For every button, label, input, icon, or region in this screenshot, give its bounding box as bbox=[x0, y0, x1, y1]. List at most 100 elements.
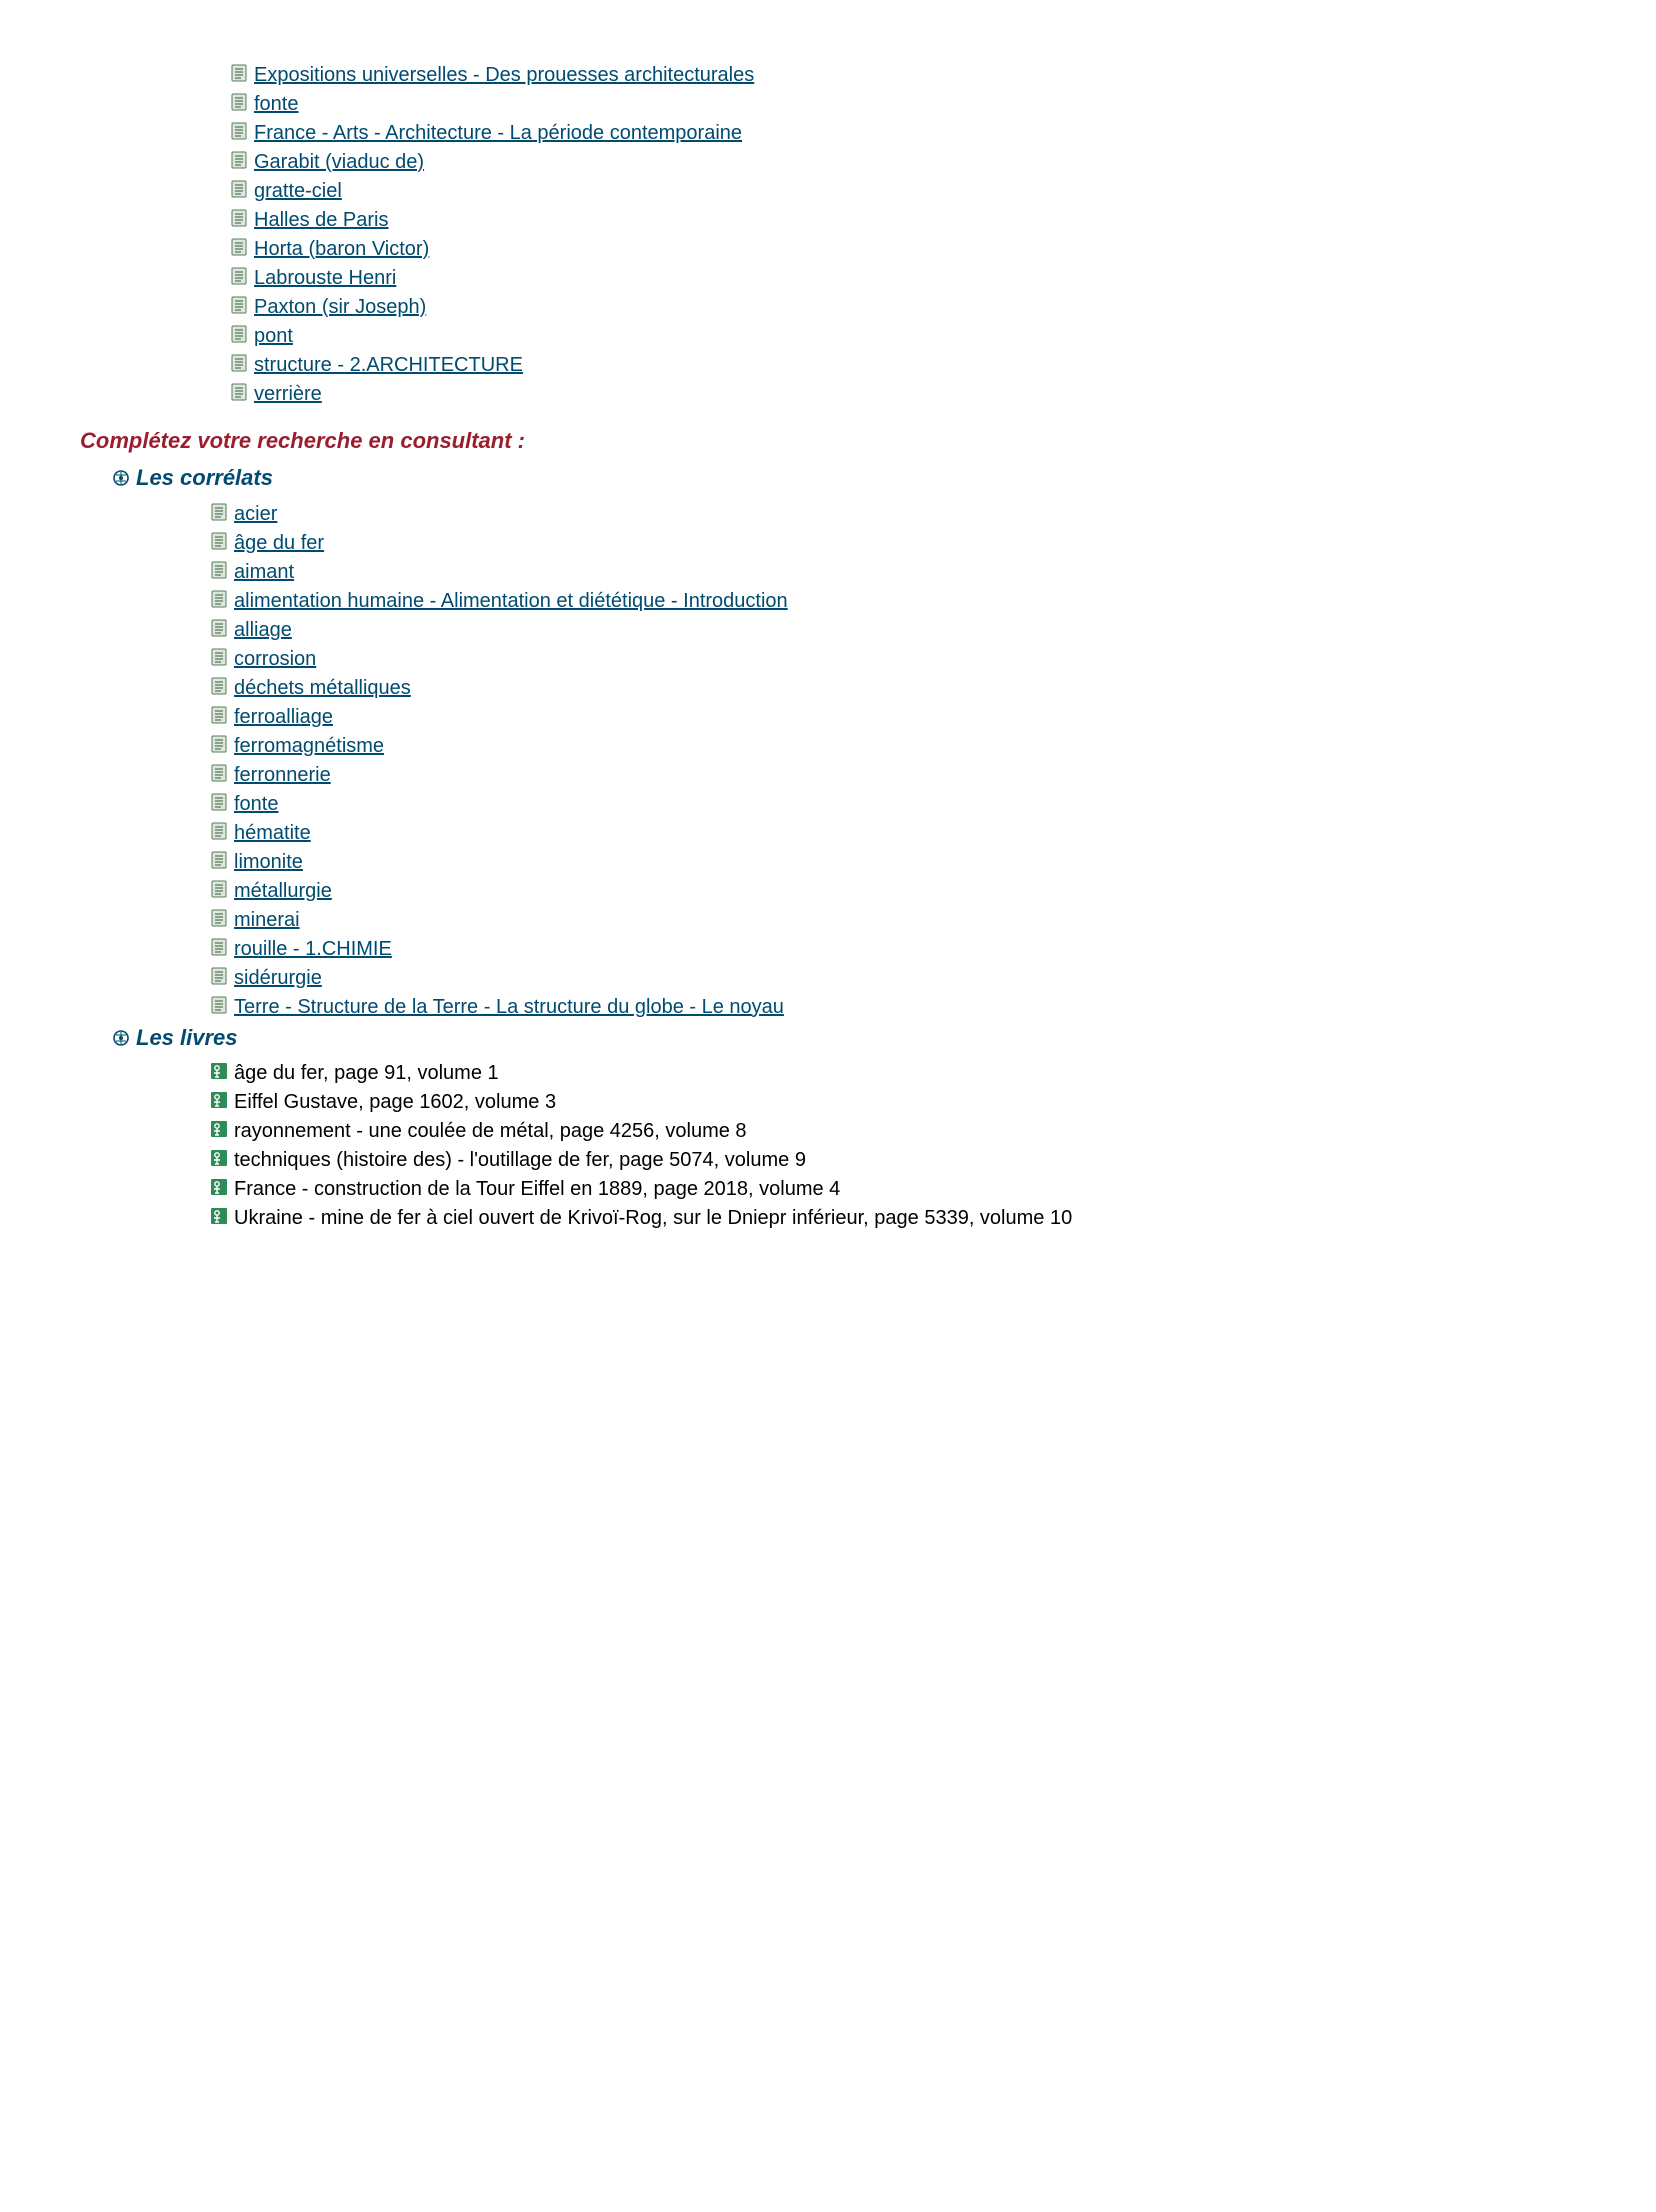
document-icon bbox=[210, 503, 228, 521]
link[interactable]: France - Arts - Architecture - La périod… bbox=[254, 119, 742, 147]
list-item: ferronnerie bbox=[210, 761, 1576, 789]
book-text: France - construction de la Tour Eiffel … bbox=[234, 1175, 840, 1203]
document-icon bbox=[230, 325, 248, 343]
document-icon bbox=[210, 561, 228, 579]
list-item: sidérurgie bbox=[210, 964, 1576, 992]
link[interactable]: Halles de Paris bbox=[254, 206, 389, 234]
link[interactable]: structure - 2.ARCHITECTURE bbox=[254, 351, 523, 379]
list-item: fonte bbox=[210, 790, 1576, 818]
link[interactable]: ferromagnétisme bbox=[234, 732, 384, 760]
document-icon bbox=[230, 151, 248, 169]
link[interactable]: Horta (baron Victor) bbox=[254, 235, 429, 263]
link[interactable]: âge du fer bbox=[234, 529, 324, 557]
link[interactable]: sidérurgie bbox=[234, 964, 322, 992]
document-icon bbox=[210, 677, 228, 695]
link[interactable]: métallurgie bbox=[234, 877, 332, 905]
link[interactable]: fonte bbox=[254, 90, 298, 118]
link[interactable]: alliage bbox=[234, 616, 292, 644]
list-item: limonite bbox=[210, 848, 1576, 876]
list-item: Labrouste Henri bbox=[230, 264, 1576, 292]
link[interactable]: déchets métalliques bbox=[234, 674, 411, 702]
document-icon bbox=[210, 590, 228, 608]
list-item: âge du fer bbox=[210, 529, 1576, 557]
list-item: hématite bbox=[210, 819, 1576, 847]
book-text: Ukraine - mine de fer à ciel ouvert de K… bbox=[234, 1204, 1072, 1232]
list-item: corrosion bbox=[210, 645, 1576, 673]
list-item: Horta (baron Victor) bbox=[230, 235, 1576, 263]
document-icon bbox=[210, 996, 228, 1014]
book-item: France - construction de la Tour Eiffel … bbox=[210, 1175, 1576, 1203]
link[interactable]: ferroalliage bbox=[234, 703, 333, 731]
list-item: fonte bbox=[230, 90, 1576, 118]
document-icon bbox=[230, 122, 248, 140]
link[interactable]: Labrouste Henri bbox=[254, 264, 396, 292]
list-item: Garabit (viaduc de) bbox=[230, 148, 1576, 176]
document-icon bbox=[210, 735, 228, 753]
link[interactable]: aimant bbox=[234, 558, 294, 586]
book-text: Eiffel Gustave, page 1602, volume 3 bbox=[234, 1088, 556, 1116]
book-icon bbox=[210, 1149, 228, 1167]
ornament-icon bbox=[112, 469, 130, 487]
link[interactable]: hématite bbox=[234, 819, 311, 847]
link[interactable]: gratte-ciel bbox=[254, 177, 342, 205]
section-heading: Complétez votre recherche en consultant … bbox=[80, 426, 1576, 457]
book-item: techniques (histoire des) - l'outillage … bbox=[210, 1146, 1576, 1174]
book-item: Ukraine - mine de fer à ciel ouvert de K… bbox=[210, 1204, 1576, 1232]
document-icon bbox=[230, 238, 248, 256]
document-icon bbox=[210, 938, 228, 956]
link[interactable]: minerai bbox=[234, 906, 300, 934]
list-item: aimant bbox=[210, 558, 1576, 586]
livres-heading: Les livres bbox=[112, 1023, 1576, 1054]
link[interactable]: acier bbox=[234, 500, 277, 528]
link[interactable]: ferronnerie bbox=[234, 761, 331, 789]
list-item: alimentation humaine - Alimentation et d… bbox=[210, 587, 1576, 615]
list-item: pont bbox=[230, 322, 1576, 350]
correlats-heading: Les corrélats bbox=[112, 463, 1576, 494]
link[interactable]: rouille - 1.CHIMIE bbox=[234, 935, 392, 963]
list-item: alliage bbox=[210, 616, 1576, 644]
book-icon bbox=[210, 1091, 228, 1109]
book-text: rayonnement - une coulée de métal, page … bbox=[234, 1117, 747, 1145]
document-icon bbox=[210, 619, 228, 637]
document-icon bbox=[230, 383, 248, 401]
book-item: Eiffel Gustave, page 1602, volume 3 bbox=[210, 1088, 1576, 1116]
list-item: minerai bbox=[210, 906, 1576, 934]
document-icon bbox=[210, 532, 228, 550]
link[interactable]: Terre - Structure de la Terre - La struc… bbox=[234, 993, 784, 1021]
correlats-heading-label: Les corrélats bbox=[136, 463, 273, 494]
list-item: Terre - Structure de la Terre - La struc… bbox=[210, 993, 1576, 1021]
list-item: gratte-ciel bbox=[230, 177, 1576, 205]
book-icon bbox=[210, 1207, 228, 1225]
link[interactable]: Garabit (viaduc de) bbox=[254, 148, 424, 176]
list-item: verrière bbox=[230, 380, 1576, 408]
document-icon bbox=[230, 296, 248, 314]
book-icon bbox=[210, 1120, 228, 1138]
link[interactable]: pont bbox=[254, 322, 293, 350]
document-icon bbox=[210, 851, 228, 869]
list-item: France - Arts - Architecture - La périod… bbox=[230, 119, 1576, 147]
link[interactable]: limonite bbox=[234, 848, 303, 876]
document-icon bbox=[210, 764, 228, 782]
book-icon bbox=[210, 1178, 228, 1196]
list-item: structure - 2.ARCHITECTURE bbox=[230, 351, 1576, 379]
document-icon bbox=[210, 909, 228, 927]
document-icon bbox=[210, 880, 228, 898]
list-item: ferroalliage bbox=[210, 703, 1576, 731]
document-icon bbox=[210, 967, 228, 985]
book-icon bbox=[210, 1062, 228, 1080]
link[interactable]: corrosion bbox=[234, 645, 316, 673]
list-item: ferromagnétisme bbox=[210, 732, 1576, 760]
document-icon bbox=[230, 64, 248, 82]
document-icon bbox=[230, 180, 248, 198]
link[interactable]: Expositions universelles - Des prouesses… bbox=[254, 61, 754, 89]
list-item: acier bbox=[210, 500, 1576, 528]
document-icon bbox=[230, 267, 248, 285]
link[interactable]: verrière bbox=[254, 380, 322, 408]
link[interactable]: Paxton (sir Joseph) bbox=[254, 293, 426, 321]
livres-heading-label: Les livres bbox=[136, 1023, 238, 1054]
document-icon bbox=[210, 793, 228, 811]
list-item: Paxton (sir Joseph) bbox=[230, 293, 1576, 321]
book-item: âge du fer, page 91, volume 1 bbox=[210, 1059, 1576, 1087]
link[interactable]: fonte bbox=[234, 790, 278, 818]
link[interactable]: alimentation humaine - Alimentation et d… bbox=[234, 587, 788, 615]
